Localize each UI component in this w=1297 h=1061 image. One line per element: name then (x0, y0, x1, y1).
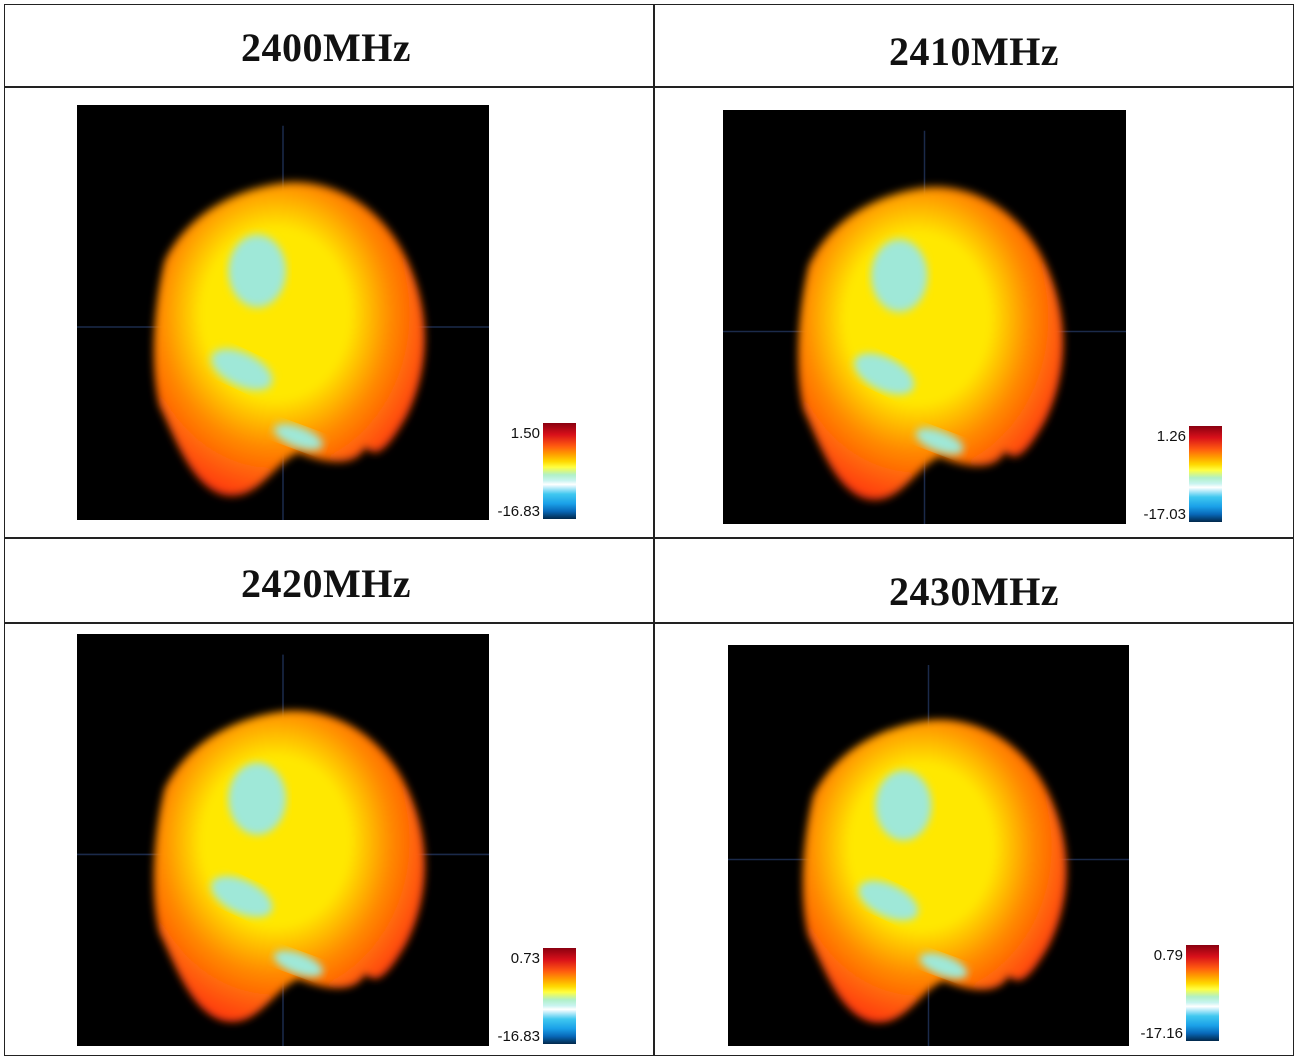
row-divider-3 (5, 622, 1293, 624)
radiation-lobe (798, 186, 1064, 500)
low-gain-region (871, 239, 928, 312)
colorbar-2410 (1189, 426, 1222, 522)
colorbar-min-2410: -17.03 (1143, 506, 1186, 523)
pattern-plot-2430 (728, 645, 1129, 1046)
low-gain-region (919, 953, 968, 979)
colorbar-max-2430: 0.79 (1153, 947, 1183, 964)
pattern-svg (728, 665, 1129, 1046)
low-gain-region (211, 348, 273, 391)
radiation-lobe (802, 719, 1067, 1023)
panel-title-2400: 2400MHz (240, 25, 412, 70)
colorbar-min-2400: -16.83 (497, 503, 540, 520)
low-gain-region (273, 423, 323, 451)
panel-title-2410: 2410MHz (888, 29, 1060, 74)
pattern-svg (723, 130, 1126, 524)
low-gain-region (915, 428, 964, 455)
panel-title-2420: 2420MHz (240, 561, 412, 606)
radiation-lobe (153, 182, 425, 496)
colorbar-2400 (543, 423, 576, 519)
radiation-lobe (153, 710, 425, 1022)
colorbar-max-2420: 0.73 (510, 950, 540, 967)
panel-title-2430: 2430MHz (888, 569, 1060, 614)
low-gain-region (875, 770, 932, 841)
pattern-svg (77, 125, 489, 520)
low-gain-region (228, 234, 287, 308)
colorbar-max-2410: 1.26 (1156, 428, 1186, 445)
colorbar-min-2420: -16.83 (497, 1028, 540, 1045)
pattern-plot-2400 (77, 105, 489, 520)
row-divider-1 (5, 86, 1293, 88)
pattern-plot-2420 (77, 634, 489, 1046)
pattern-svg (77, 654, 489, 1046)
low-gain-region (273, 950, 323, 977)
radiation-pattern-table (4, 4, 1294, 1056)
pattern-plot-2410 (723, 110, 1126, 524)
low-gain-region (211, 876, 273, 918)
colorbar-2430 (1186, 945, 1219, 1041)
column-divider (653, 5, 655, 1055)
low-gain-region (228, 762, 287, 835)
colorbar-min-2430: -17.16 (1140, 1025, 1183, 1042)
colorbar-max-2400: 1.50 (510, 425, 540, 442)
colorbar-2420 (543, 948, 576, 1044)
row-divider-2 (5, 537, 1293, 539)
low-gain-region (858, 880, 919, 921)
low-gain-region (854, 353, 915, 395)
